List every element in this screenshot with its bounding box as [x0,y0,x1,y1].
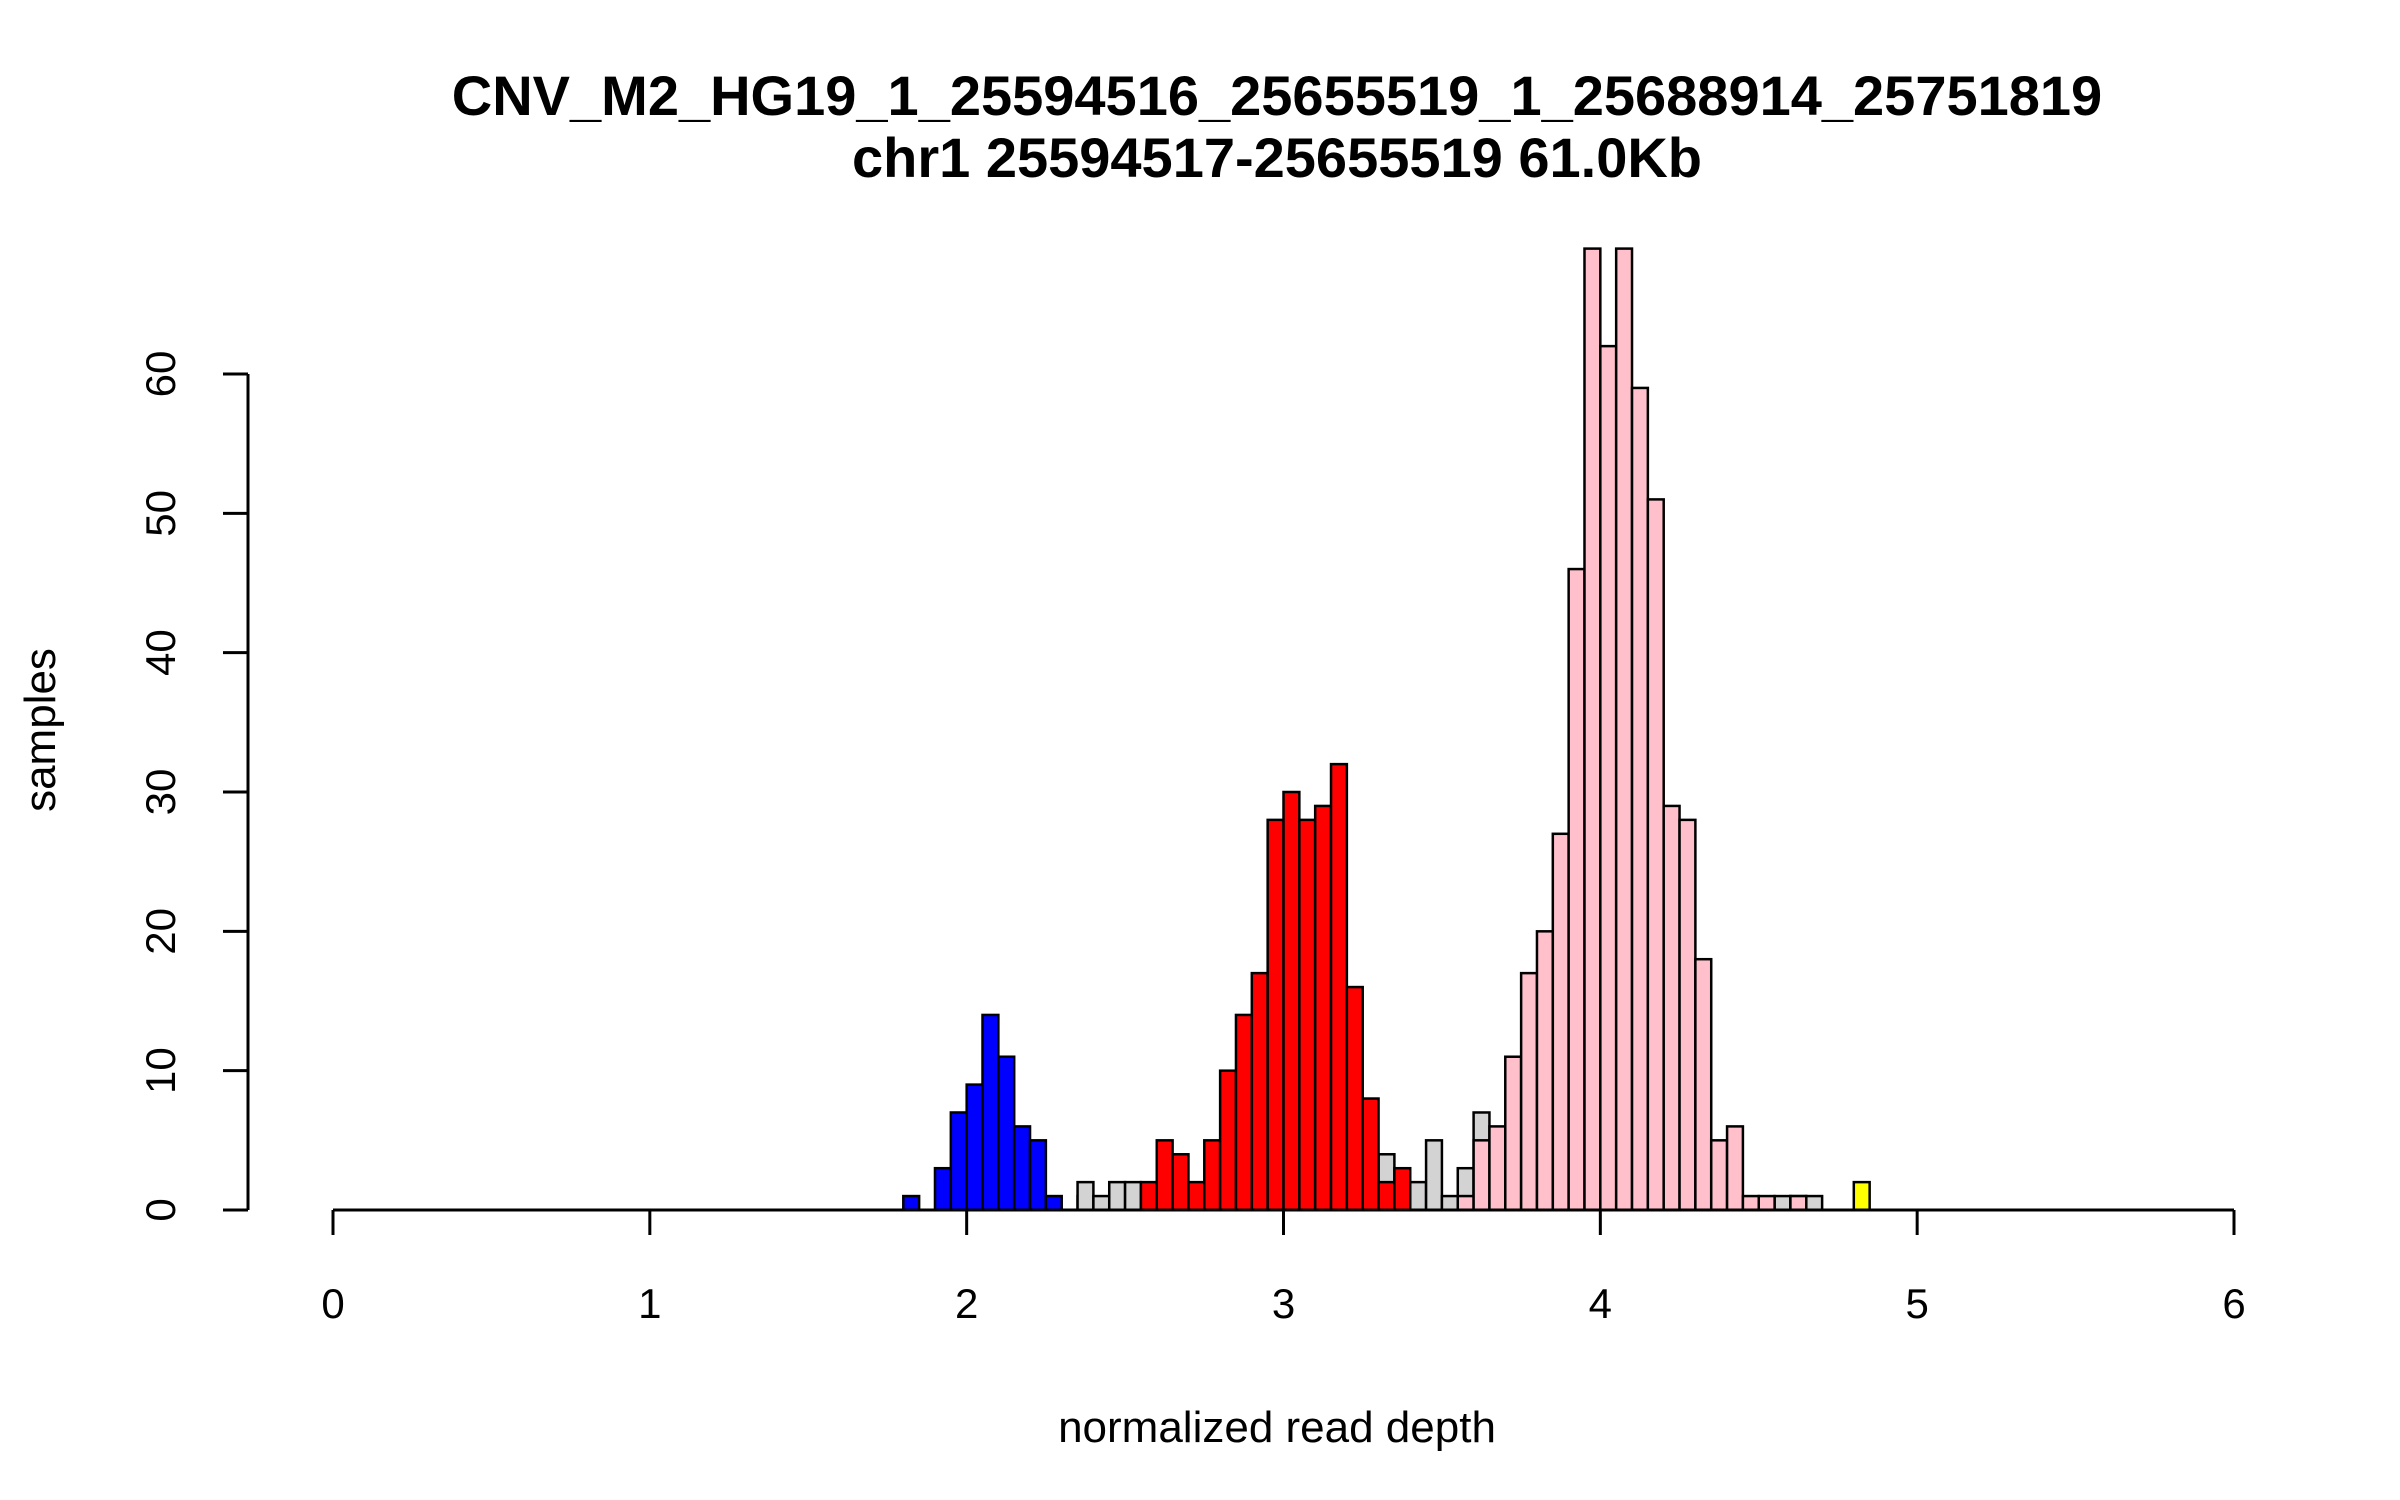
bar-red-14 [1361,1097,1380,1212]
bar-pink-8 [1583,247,1602,1212]
x-tick-label: 1 [638,1280,661,1327]
bar-pink-6 [1551,832,1570,1212]
bar-pink-18 [1741,1194,1761,1212]
bar-pink-1 [1472,1139,1491,1212]
x-tick-label: 3 [1272,1280,1295,1327]
bar-red-8 [1266,818,1285,1212]
x-tick-label: 6 [2222,1280,2245,1327]
bar-pink-12 [1646,498,1665,1212]
y-tick-label: 30 [137,769,184,816]
bar-red-16 [1393,1166,1412,1212]
y-axis-label: samples [16,648,65,812]
x-tick-label: 4 [1589,1280,1612,1327]
bar-red-2 [1171,1153,1190,1212]
bar-red-9 [1282,790,1301,1212]
x-tick-label: 5 [1905,1280,1928,1327]
x-axis-label: normalized read depth [1058,1403,1496,1452]
bar-red-1 [1155,1139,1174,1212]
y-ticks: 0 10 20 30 40 50 60 [137,351,248,1222]
chart-subtitle: chr1 25594517-25655519 61.0Kb [852,126,1702,189]
bar-blue-3 [965,1083,984,1212]
bar-blue-4 [981,1013,1000,1212]
bar-pink-11 [1630,386,1650,1212]
bar-red-11 [1313,804,1333,1212]
bar-blue-2 [949,1111,968,1212]
bar-gray-12 [1805,1194,1824,1212]
bar-gray-7 [1440,1194,1460,1212]
bar-pink-3 [1504,1055,1523,1212]
y-tick-label: 0 [137,1198,184,1221]
bar-blue-6 [1012,1125,1032,1212]
bar-pink-13 [1662,804,1681,1212]
bar-pink-9 [1599,344,1618,1212]
x-ticks: 0 1 2 3 4 5 6 [321,1210,2246,1327]
y-tick-label: 20 [137,908,184,955]
bar-red-0 [1139,1180,1159,1212]
bar-red-4 [1203,1139,1222,1212]
y-tick-label: 40 [137,629,184,676]
bar-red-12 [1329,762,1349,1212]
bar-blue-7 [1028,1139,1048,1212]
bar-blue-0 [902,1194,921,1212]
bar-pink-17 [1725,1125,1745,1212]
bar-pink-14 [1678,818,1697,1212]
bar-pink-16 [1709,1139,1729,1212]
x-tick-label: 0 [321,1280,344,1327]
bar-gray-6 [1424,1139,1444,1212]
bar-red-10 [1298,818,1317,1212]
bar-pink-20 [1789,1194,1808,1212]
bar-gray-5 [1408,1180,1428,1212]
bar-pink-19 [1757,1194,1776,1212]
bar-blue-1 [933,1166,953,1212]
bar-pink-10 [1614,247,1634,1212]
bar-blue-5 [997,1055,1016,1212]
bar-gray-10 [1773,1194,1792,1212]
bar-pink-4 [1519,971,1539,1212]
bars-group [902,247,1871,1212]
bar-pink-2 [1488,1125,1507,1212]
bar-gray-2 [1107,1180,1127,1212]
bar-red-15 [1377,1180,1396,1212]
y-tick-label: 10 [137,1047,184,1094]
bar-yellow-0 [1852,1180,1871,1212]
bar-red-3 [1187,1180,1206,1212]
bar-pink-5 [1535,930,1555,1212]
bar-pink-7 [1567,567,1586,1212]
bar-pink-15 [1694,957,1713,1212]
x-tick-label: 2 [955,1280,978,1327]
y-tick-label: 60 [137,351,184,398]
bar-blue-8 [1044,1194,1063,1212]
bar-gray-0 [1076,1180,1095,1212]
chart-title: CNV_M2_HG19_1_25594516_25655519_1_256889… [452,64,2102,127]
bar-pink-0 [1456,1194,1475,1212]
bar-gray-1 [1092,1194,1111,1212]
bar-red-7 [1250,971,1269,1212]
bar-red-13 [1345,985,1364,1212]
bar-red-6 [1234,1013,1254,1212]
bar-red-5 [1218,1069,1238,1212]
y-tick-label: 50 [137,490,184,537]
bar-gray-3 [1123,1180,1143,1212]
